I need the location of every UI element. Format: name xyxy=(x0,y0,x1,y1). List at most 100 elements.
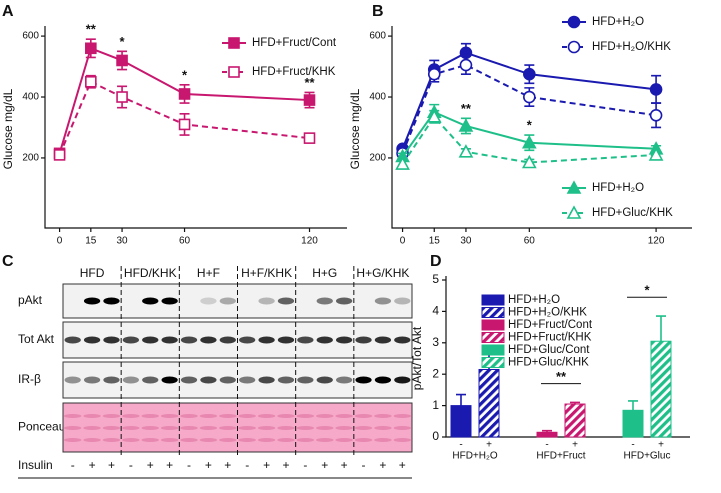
ponceau-band xyxy=(316,438,334,442)
blot-band xyxy=(316,297,333,305)
ponceau-band xyxy=(296,414,315,418)
bar-sublabel: + xyxy=(658,440,664,451)
ponceau-band xyxy=(335,426,353,430)
blot-row-label: IR-β xyxy=(18,372,41,386)
bar xyxy=(564,403,586,438)
legend-label: HFD+Gluc/KHK xyxy=(592,207,673,219)
ponceau-band xyxy=(160,426,179,430)
blot-band xyxy=(277,376,295,384)
ponceau-band xyxy=(257,438,276,442)
data-point xyxy=(523,67,536,81)
blot-band xyxy=(161,297,178,305)
blot-group-label: HFD/KHK xyxy=(124,266,177,280)
panel-letter: C xyxy=(2,253,14,270)
blot-band xyxy=(103,297,120,305)
ponceau-band xyxy=(141,438,159,442)
data-point xyxy=(178,118,191,131)
x-tick-label: 120 xyxy=(648,236,665,247)
x-tick-label: 120 xyxy=(301,236,318,247)
data-point xyxy=(521,154,537,169)
y-tick-label: 4 xyxy=(432,304,439,318)
data-point xyxy=(649,108,663,122)
x-tick-label: HFD+H₂O xyxy=(452,451,497,462)
blot-band xyxy=(355,336,372,344)
blot-row-label: pAkt xyxy=(18,293,43,307)
bar-sublabel: - xyxy=(631,440,634,451)
blot-band xyxy=(374,297,392,305)
ponceau-band xyxy=(199,438,218,442)
ponceau-band xyxy=(354,414,373,418)
ponceau-band xyxy=(257,426,276,430)
legend-label: HFD+H₂O xyxy=(592,182,644,194)
ponceau-band xyxy=(102,426,121,430)
blot-band xyxy=(64,336,81,344)
bar xyxy=(478,368,500,438)
y-tick-label: 400 xyxy=(369,92,386,103)
blot-band xyxy=(161,376,178,384)
bar-sublabel: - xyxy=(545,440,548,451)
blot-row-label: Tot Akt xyxy=(18,332,55,346)
y-tick-label: 200 xyxy=(369,153,386,164)
significance: ** xyxy=(461,101,472,116)
ponceau-band xyxy=(277,426,295,430)
y-axis-label: pAkt/Tot Akt xyxy=(410,326,424,390)
y-tick-label: 200 xyxy=(22,153,39,164)
data-point xyxy=(649,83,663,96)
panel-letter: D xyxy=(430,253,442,270)
legend-label: HFD+Gluc/KHK xyxy=(508,357,589,369)
legend-marker xyxy=(566,180,582,194)
ponceau-band xyxy=(354,426,373,430)
blot-group-label: H+F xyxy=(197,266,220,280)
blot-band xyxy=(239,376,256,384)
blot-band xyxy=(83,376,101,384)
ponceau-band xyxy=(141,426,159,430)
data-point xyxy=(85,75,97,88)
blot-band xyxy=(316,376,333,384)
blot-band xyxy=(83,297,101,305)
x-tick-label: 60 xyxy=(524,236,536,247)
legend-swatch xyxy=(481,307,505,318)
ponceau-band xyxy=(219,426,237,430)
error-bar xyxy=(456,393,466,406)
blot-band xyxy=(374,376,392,384)
significance: * xyxy=(527,118,533,133)
data-point xyxy=(426,109,442,123)
blot-band xyxy=(258,336,275,344)
significance: ** xyxy=(86,22,97,37)
bar xyxy=(450,405,472,438)
data-point xyxy=(303,94,316,106)
blot-band xyxy=(277,297,295,305)
y-tick-label: 600 xyxy=(369,31,386,42)
significance: ** xyxy=(304,75,315,90)
ponceau-band xyxy=(374,426,392,430)
blot-band xyxy=(122,336,140,344)
blot-band xyxy=(200,376,217,384)
x-tick-label: 0 xyxy=(57,236,63,247)
blot-band xyxy=(374,336,392,344)
legend-marker xyxy=(567,40,581,54)
blot-band xyxy=(335,376,353,384)
legend-label: HFD+H₂O/KHK xyxy=(592,41,671,53)
ponceau-band xyxy=(83,426,101,430)
legend-swatch xyxy=(481,294,505,306)
legend-swatch xyxy=(481,344,505,356)
insulin-sign: + xyxy=(108,458,115,472)
insulin-sign: - xyxy=(71,458,75,472)
blot-band xyxy=(394,336,411,344)
legend-label: HFD+H₂O xyxy=(592,16,644,28)
blot-band xyxy=(142,336,159,344)
ponceau-band xyxy=(335,414,353,418)
x-tick-label: 15 xyxy=(85,236,97,247)
insulin-sign: - xyxy=(245,458,249,472)
legend-label: HFD+Fruct/KHK xyxy=(508,332,592,344)
blot-band xyxy=(219,376,236,384)
data-point xyxy=(523,90,536,104)
error-bar xyxy=(656,315,666,342)
ponceau-band xyxy=(238,426,256,430)
blot-group-label: H+F/KHK xyxy=(241,266,292,280)
blot-band xyxy=(277,336,295,344)
series-line xyxy=(401,63,657,154)
ponceau-band xyxy=(83,438,101,442)
y-tick-label: 600 xyxy=(22,31,39,42)
